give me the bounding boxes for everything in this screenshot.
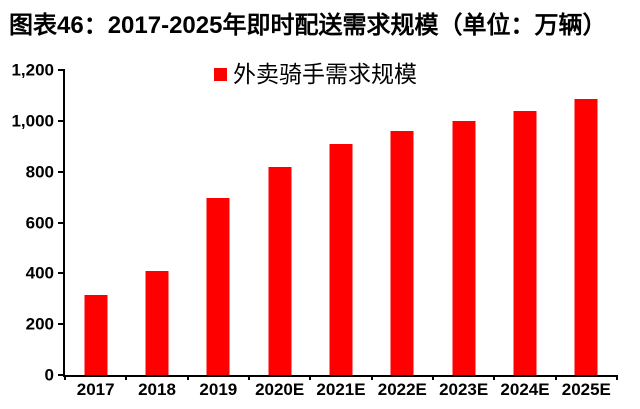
legend-swatch-icon (214, 67, 227, 81)
x-axis-label-2022E: 2022E (377, 380, 427, 399)
x-axis-label-2019: 2019 (199, 380, 238, 399)
legend-label: 外卖骑手需求规模 (233, 60, 417, 87)
x-axis-label-2018: 2018 (138, 380, 176, 399)
bar-2017 (84, 294, 108, 375)
y-axis-tick (58, 272, 65, 275)
bar-2021E (329, 143, 353, 375)
y-axis-tick-label: 200 (25, 314, 54, 334)
x-axis-tick (493, 375, 496, 380)
x-axis-label-2023E: 2023E (439, 380, 489, 399)
y-axis-tick (58, 323, 65, 326)
plot-area: 0 200 400 600 800 1,000 1,200 2017 2018 2019 2020E… (11, 62, 618, 398)
x-axis-tick (431, 375, 434, 380)
bar-2019 (206, 198, 230, 375)
y-axis-tick (58, 374, 65, 376)
x-axis-tick (554, 375, 557, 380)
x-axis-label-2024E: 2024E (500, 380, 550, 399)
x-axis-tick (247, 375, 250, 380)
x-axis-tick (186, 375, 189, 380)
y-axis-tick (58, 69, 65, 71)
y-axis-tick-label: 400 (25, 263, 54, 283)
bar-2020E (268, 166, 292, 375)
y-axis-tick (58, 170, 65, 173)
bar-2018 (145, 270, 169, 375)
x-axis-tick (64, 375, 66, 380)
y-axis-tick-label: 1,000 (11, 111, 54, 131)
y-axis-tick-label: 0 (44, 365, 54, 385)
bar-2024E (513, 110, 537, 375)
x-axis-label-2021E: 2021E (316, 380, 366, 399)
chart-title: 图表46：2017-2025年即时配送需求规模（单位：万辆） (9, 12, 607, 39)
x-axis-tick (370, 375, 373, 380)
bar-2023E (452, 120, 476, 375)
y-axis-tick-label: 1,200 (11, 60, 54, 80)
x-axis-tick (616, 375, 618, 380)
y-axis-tick (58, 119, 65, 122)
legend: 外卖骑手需求规模 (214, 59, 417, 89)
x-axis-tick (309, 375, 312, 380)
bar-2025E (574, 99, 598, 375)
y-axis-tick (58, 221, 65, 224)
x-axis-tick (125, 375, 128, 380)
x-axis-label-2025E: 2025E (561, 380, 611, 399)
bar-2022E (390, 131, 414, 375)
x-axis-label-2017: 2017 (76, 380, 115, 399)
y-axis-tick-label: 800 (25, 162, 54, 182)
y-axis-tick-label: 600 (25, 213, 54, 232)
x-axis-label-2020E: 2020E (255, 380, 305, 399)
